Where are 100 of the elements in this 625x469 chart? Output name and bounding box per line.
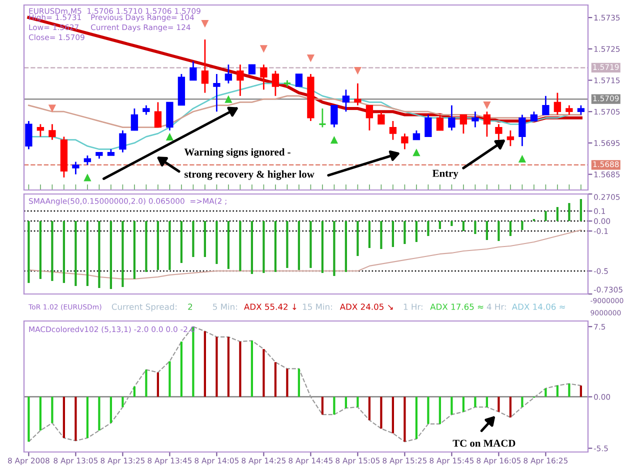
text: 4 Hr: bbox=[486, 304, 506, 310]
point bbox=[330, 136, 338, 144]
bar bbox=[404, 221, 406, 244]
candlestick bbox=[378, 110, 385, 125]
candlestick bbox=[130, 108, 138, 132]
bar bbox=[450, 396, 453, 415]
bar bbox=[98, 221, 100, 288]
bar bbox=[156, 221, 160, 270]
bar bbox=[310, 221, 312, 268]
bar bbox=[450, 221, 453, 226]
annotation: TC on MACD bbox=[452, 440, 516, 447]
text: ADX 17.65 ≈ bbox=[430, 304, 484, 310]
bar bbox=[392, 221, 394, 247]
bar bbox=[239, 342, 242, 397]
point bbox=[412, 148, 420, 156]
bar bbox=[286, 368, 288, 397]
bar bbox=[74, 221, 77, 286]
point bbox=[224, 95, 232, 103]
bar bbox=[62, 221, 66, 283]
bar bbox=[192, 221, 194, 257]
bar bbox=[204, 221, 206, 257]
bar bbox=[321, 396, 324, 415]
candlestick bbox=[436, 114, 444, 132]
bar bbox=[28, 221, 30, 283]
bar bbox=[462, 221, 465, 232]
candlestick bbox=[260, 64, 268, 90]
bar bbox=[556, 207, 559, 222]
bar bbox=[145, 221, 148, 272]
candlestick bbox=[354, 82, 362, 106]
candlestick bbox=[342, 88, 350, 112]
bar bbox=[333, 221, 336, 276]
bar bbox=[168, 221, 171, 270]
bar bbox=[404, 396, 406, 442]
candlestick bbox=[236, 64, 244, 97]
bar bbox=[498, 221, 500, 242]
bar bbox=[380, 396, 382, 429]
bar bbox=[415, 396, 418, 439]
bar bbox=[39, 221, 42, 279]
bar bbox=[86, 221, 89, 286]
bar bbox=[486, 396, 488, 408]
candlestick bbox=[530, 110, 538, 122]
candlestick bbox=[366, 104, 374, 132]
bar bbox=[51, 396, 54, 423]
point bbox=[518, 154, 526, 162]
bar bbox=[274, 221, 277, 272]
candlestick bbox=[506, 130, 514, 147]
bar bbox=[556, 386, 559, 397]
candlestick bbox=[472, 110, 479, 128]
bar bbox=[110, 396, 112, 423]
candlestick bbox=[318, 108, 327, 128]
bar bbox=[122, 396, 124, 408]
candlestick bbox=[272, 70, 280, 97]
candlestick bbox=[518, 114, 526, 147]
bar bbox=[474, 221, 476, 234]
point bbox=[201, 20, 209, 28]
point bbox=[306, 54, 315, 62]
candlestick bbox=[36, 123, 44, 138]
bar bbox=[180, 221, 183, 263]
bar bbox=[262, 349, 265, 397]
bar bbox=[156, 372, 160, 397]
candlestick bbox=[190, 60, 197, 81]
bar bbox=[356, 396, 359, 408]
bar bbox=[62, 396, 66, 438]
bar bbox=[133, 386, 136, 397]
bar bbox=[462, 396, 465, 412]
bar bbox=[521, 221, 524, 230]
bar bbox=[344, 221, 348, 272]
bar bbox=[74, 396, 77, 441]
bar bbox=[380, 221, 382, 249]
bar bbox=[498, 396, 500, 412]
bar bbox=[580, 386, 582, 397]
candlestick bbox=[154, 102, 162, 128]
point bbox=[260, 45, 268, 53]
bar bbox=[368, 221, 371, 248]
bar bbox=[227, 336, 230, 397]
candlestick bbox=[495, 123, 502, 141]
annotation: Entry bbox=[432, 170, 458, 179]
bar bbox=[474, 396, 476, 408]
bar bbox=[28, 396, 30, 442]
candlestick bbox=[460, 114, 468, 134]
bar bbox=[262, 221, 265, 273]
bar bbox=[145, 370, 148, 397]
candlestick bbox=[389, 120, 397, 141]
candlestick bbox=[295, 74, 303, 87]
bar bbox=[415, 221, 418, 242]
candlestick bbox=[448, 104, 456, 132]
text: ADX 14.06 ≈ bbox=[512, 304, 565, 310]
text: 1 Hr: bbox=[404, 304, 422, 310]
bar bbox=[98, 396, 100, 430]
bar bbox=[509, 221, 512, 236]
bar bbox=[544, 211, 547, 222]
bar bbox=[568, 384, 570, 397]
point bbox=[48, 104, 56, 112]
candlestick bbox=[224, 64, 232, 84]
bar bbox=[227, 221, 230, 269]
bar bbox=[509, 396, 512, 418]
annotation: Warning signs ignored - bbox=[184, 148, 290, 158]
bar bbox=[580, 199, 582, 222]
bar bbox=[122, 221, 124, 287]
candlestick bbox=[48, 123, 56, 141]
